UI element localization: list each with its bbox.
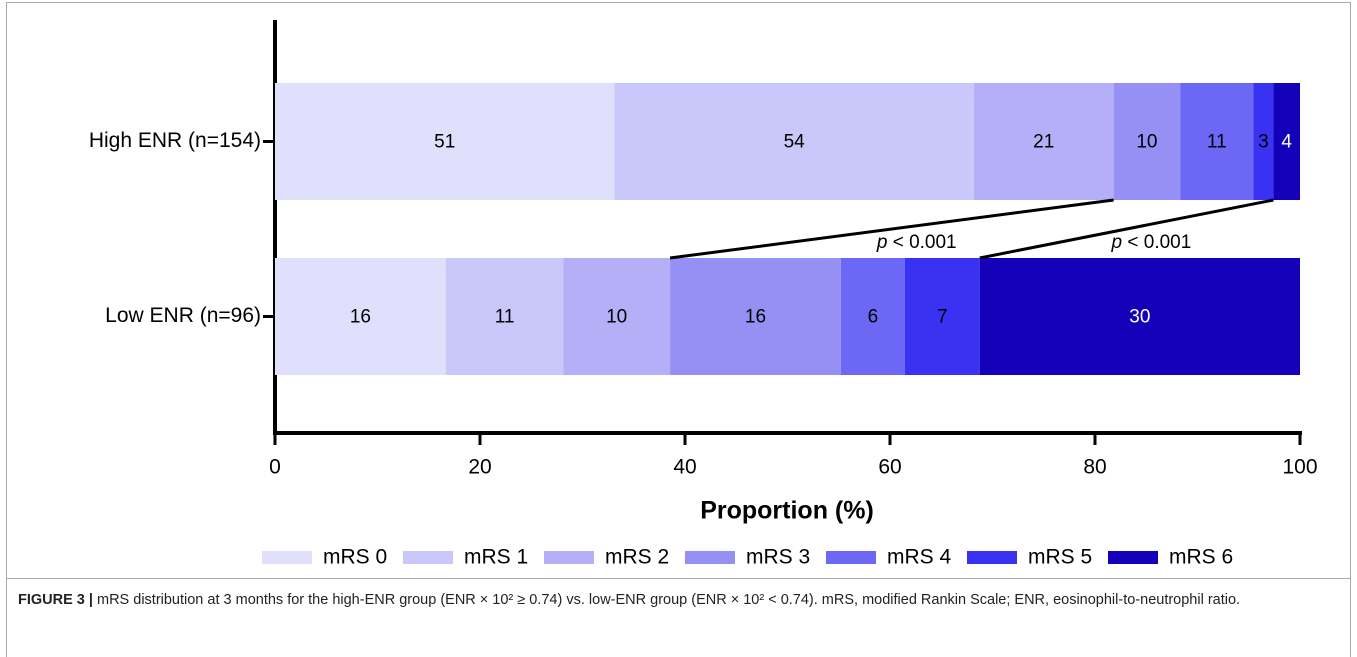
- bar-label: 7: [937, 307, 948, 328]
- legend-swatch: [403, 551, 453, 564]
- bar-segment: [1253, 83, 1274, 200]
- connector-line: [979, 198, 1274, 260]
- bar-label: 6: [868, 307, 879, 328]
- bar-label: 54: [784, 132, 806, 153]
- legend-swatch: [685, 551, 735, 564]
- bar-segment: [973, 83, 1114, 200]
- annotation: p < 0.001: [876, 232, 957, 253]
- bar-label: 10: [606, 307, 627, 328]
- x-tick-label: 100: [1282, 456, 1317, 479]
- caption: FIGURE 3 | mRS distribution at 3 months …: [18, 588, 1328, 612]
- legend-swatch: [826, 551, 876, 564]
- bar-segment: [670, 258, 841, 375]
- bar-segment: [563, 258, 671, 375]
- legend-label: mRS 5: [1028, 546, 1092, 569]
- x-axis-title: Proportion (%): [700, 497, 874, 525]
- bar-segment: [614, 83, 974, 200]
- legend-label: mRS 1: [464, 546, 528, 569]
- bar-label: 51: [434, 132, 455, 153]
- legend-swatch: [967, 551, 1017, 564]
- x-tick-label: 40: [673, 456, 696, 479]
- legend-label: mRS 3: [746, 546, 810, 569]
- bar-label: 16: [350, 307, 371, 328]
- bar-label: 30: [1129, 307, 1150, 328]
- bar-label: 11: [495, 307, 515, 328]
- frame: [6, 2, 1351, 657]
- bar-segment: [1180, 83, 1254, 200]
- legend-swatch: [262, 551, 312, 564]
- y-tick-label: High ENR (n=154): [89, 129, 261, 152]
- bar-segment: [275, 258, 446, 375]
- annotation: p < 0.001: [1111, 232, 1192, 253]
- bar-label: 16: [745, 307, 766, 328]
- bar-segment: [904, 258, 980, 375]
- legend-label: mRS 4: [887, 546, 952, 569]
- bar-label: 11: [1207, 132, 1227, 153]
- legend-label: mRS 2: [605, 546, 669, 569]
- bar-segment: [1273, 83, 1300, 200]
- y-tick-label: Low ENR (n=96): [105, 304, 261, 327]
- bar-label: 10: [1136, 132, 1157, 153]
- legend-label: mRS 6: [1169, 546, 1233, 569]
- bar-segment: [275, 83, 615, 200]
- bar-label: 4: [1281, 132, 1292, 153]
- bar-segment: [840, 258, 905, 375]
- bar-label: 3: [1258, 132, 1269, 153]
- legend-swatch: [1108, 551, 1158, 564]
- x-tick-label: 0: [269, 456, 281, 479]
- connector-line: [669, 198, 1114, 260]
- legend-swatch: [544, 551, 594, 564]
- bar-segment: [979, 258, 1300, 375]
- caption-label: FIGURE 3 |: [18, 592, 93, 608]
- bar-segment: [445, 258, 564, 375]
- x-tick-label: 60: [878, 456, 901, 479]
- bar-label: 21: [1033, 132, 1054, 153]
- bar-segment: [1113, 83, 1181, 200]
- x-tick-label: 20: [468, 456, 491, 479]
- caption-text: mRS distribution at 3 months for the hig…: [97, 592, 1241, 608]
- legend-label: mRS 0: [323, 546, 387, 569]
- x-tick-label: 80: [1083, 456, 1106, 479]
